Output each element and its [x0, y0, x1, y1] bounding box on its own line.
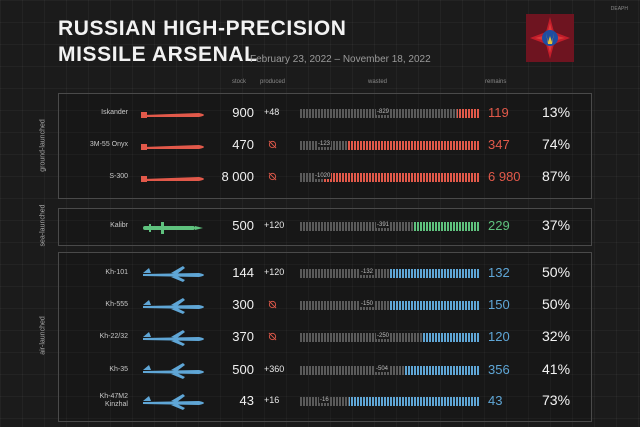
- column-header-produced: produced: [260, 79, 286, 85]
- stock-bar: [300, 173, 480, 182]
- row-stock: 300: [232, 297, 254, 312]
- no-production-icon: [268, 332, 277, 341]
- group-label-sea: sea-launched: [39, 204, 47, 247]
- row-percent: 87%: [542, 168, 571, 184]
- remains-segment: [347, 141, 480, 150]
- group-label-ground: ground-launched: [39, 119, 47, 172]
- credit: DEAPH: [610, 6, 628, 12]
- row-stock: 144: [232, 265, 254, 280]
- missile-icon: [143, 330, 204, 346]
- row-percent: 13%: [542, 104, 571, 120]
- title-line-2: MISSILE ARSENAL: [58, 43, 258, 66]
- row-percent: 50%: [542, 264, 571, 280]
- group-label-air: air-launched: [39, 316, 47, 355]
- row-percent: 37%: [542, 217, 571, 233]
- stock-bar: [300, 222, 480, 231]
- row-wasted: -123: [317, 141, 332, 147]
- row-remains: 120: [488, 329, 510, 344]
- missile-icon: [141, 176, 204, 182]
- wasted-segment: [300, 222, 414, 231]
- stock-bar: [300, 333, 480, 342]
- remains-segment: [457, 109, 480, 118]
- row-name: Iskander: [101, 109, 128, 116]
- row-wasted: -16: [319, 397, 330, 403]
- page-title: RUSSIAN HIGH-PRECISION MISSILE ARSENAL: [58, 16, 347, 68]
- remains-segment: [349, 397, 480, 406]
- no-production-icon: [268, 172, 277, 181]
- missile-icon: [141, 112, 204, 118]
- row-stock: 900: [232, 105, 254, 120]
- row-stock: 500: [232, 218, 254, 233]
- row-percent: 74%: [542, 136, 571, 152]
- row-stock: 500: [232, 362, 254, 377]
- remains-segment: [414, 222, 480, 231]
- row-name: Kalibr: [110, 222, 128, 229]
- row-wasted: -829: [376, 109, 391, 115]
- row-remains: 132: [488, 265, 510, 280]
- wasted-segment: [300, 333, 422, 342]
- remains-segment: [422, 333, 480, 342]
- no-production-icon: [268, 140, 277, 149]
- row-remains: 150: [488, 297, 510, 312]
- row-produced: +16: [264, 395, 280, 405]
- remains-segment: [390, 269, 480, 278]
- missile-icon: [143, 298, 204, 314]
- remains-segment: [323, 173, 480, 182]
- row-name: Kh-22/32: [99, 333, 128, 340]
- wasted-segment: [300, 301, 390, 310]
- row-produced: +360: [264, 364, 285, 374]
- row-stock: 8 000: [221, 169, 254, 184]
- row-wasted: -250: [376, 333, 391, 339]
- stock-bar: [300, 301, 480, 310]
- row-remains: 119: [488, 105, 509, 120]
- row-name: Kh-101: [105, 269, 128, 276]
- column-header-remains: remains: [485, 79, 507, 85]
- stock-bar: [300, 269, 480, 278]
- title-line-1: RUSSIAN HIGH-PRECISION: [58, 17, 347, 40]
- row-remains: 43: [488, 393, 503, 408]
- row-wasted: -1020: [314, 173, 332, 179]
- stock-bar: [300, 366, 480, 375]
- row-stock: 370: [232, 329, 254, 344]
- row-percent: 32%: [542, 328, 571, 344]
- emblem-icon: [526, 14, 574, 62]
- date-range: February 23, 2022 – November 18, 2022: [250, 54, 431, 65]
- column-header-wasted: wasted: [368, 79, 388, 85]
- remains-segment: [405, 366, 480, 375]
- no-production-icon: [268, 300, 277, 309]
- row-remains: 229: [488, 218, 510, 233]
- column-header-stock: stock: [232, 79, 247, 85]
- wasted-segment: [300, 366, 405, 375]
- row-remains: 347: [488, 137, 510, 152]
- row-stock: 43: [239, 393, 254, 408]
- row-remains: 356: [488, 362, 510, 377]
- row-produced: +120: [264, 267, 285, 277]
- row-wasted: -150: [360, 301, 375, 307]
- row-wasted: -132: [360, 269, 375, 275]
- row-percent: 50%: [542, 296, 571, 312]
- wasted-segment: [300, 173, 323, 182]
- row-name: S-300: [109, 173, 128, 180]
- wasted-segment: [300, 269, 390, 278]
- row-wasted: -504: [375, 366, 390, 372]
- row-name: Kh-35: [109, 366, 128, 373]
- remains-segment: [390, 301, 480, 310]
- row-percent: 73%: [542, 392, 571, 408]
- row-percent: 41%: [542, 361, 571, 377]
- row-produced: +120: [264, 220, 285, 230]
- missile-icon: [143, 363, 204, 379]
- missile-icon: [143, 222, 203, 234]
- row-name: 3M-55 Onyx: [89, 141, 128, 148]
- missile-icon: [143, 266, 204, 282]
- row-remains: 6 980: [488, 169, 521, 184]
- missile-icon: [141, 144, 204, 150]
- row-name: Kh-555: [105, 301, 128, 308]
- row-stock: 470: [232, 137, 254, 152]
- row-produced: +48: [264, 107, 280, 117]
- missile-icon: [143, 394, 204, 410]
- row-name: Kh-47M2 Kinzhal: [99, 393, 128, 408]
- row-wasted: -391: [376, 222, 391, 228]
